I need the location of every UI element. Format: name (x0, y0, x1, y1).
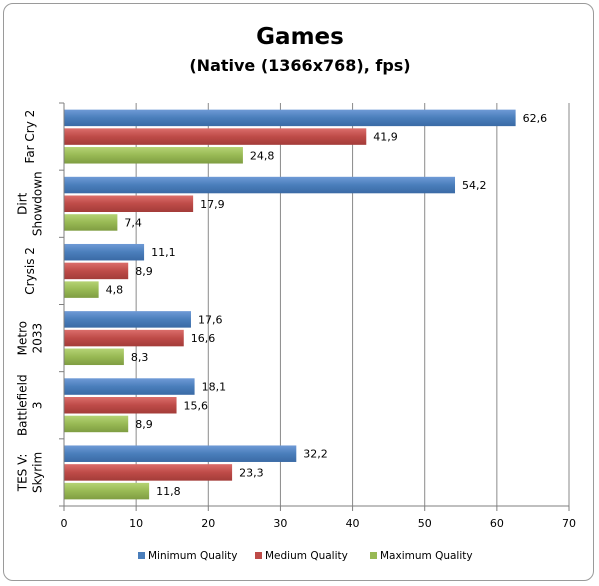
grid-lines (135, 103, 570, 506)
data-label: 4,8 (106, 284, 124, 297)
x-tick-label: 60 (490, 517, 504, 530)
bar (64, 378, 195, 395)
bar (64, 348, 124, 366)
bar (64, 147, 243, 164)
bar (64, 262, 129, 280)
x-tick-label: 40 (346, 517, 360, 530)
x-tick-label: 50 (418, 517, 432, 530)
category-label: Dirt (16, 192, 30, 215)
category-label: 3 (31, 401, 45, 409)
category-label: Battlefield (16, 374, 30, 436)
x-tick-label: 70 (562, 517, 576, 530)
data-label: 8,3 (131, 351, 149, 364)
bar (64, 281, 99, 298)
legend-swatch (255, 552, 262, 559)
chart-title: Games (256, 24, 344, 50)
category-label: Metro (16, 321, 30, 355)
chart-subtitle: (Native (1366x768), fps) (189, 56, 410, 75)
data-label: 54,2 (462, 179, 487, 192)
bar (64, 109, 516, 127)
legend: Minimum Quality Medium Quality Maximum Qua… (138, 550, 473, 562)
data-label: 17,9 (200, 198, 225, 211)
data-label: 8,9 (135, 265, 153, 278)
category-label: 2033 (31, 323, 45, 354)
bar (64, 311, 191, 328)
data-label: 23,3 (239, 466, 263, 479)
bar (64, 464, 233, 481)
x-tick-label: 0 (61, 517, 68, 530)
x-tick-label: 30 (273, 517, 287, 530)
data-label: 16,6 (191, 332, 216, 345)
category-label: Crysis 2 (23, 247, 37, 295)
legend-label: Medium Quality (265, 550, 348, 562)
data-label: 41,9 (373, 131, 398, 144)
data-label: 11,8 (156, 485, 181, 498)
axes: 0 10 20 30 40 50 60 70 Far Cry 2 Dirt Showdown Crys… (16, 102, 576, 530)
bar (64, 415, 129, 433)
bar (64, 397, 177, 414)
category-label: TES V: (16, 454, 30, 493)
x-tick-label: 10 (129, 517, 143, 530)
data-label: 15,6 (184, 399, 209, 412)
bar (64, 243, 145, 261)
data-label: 17,6 (198, 313, 223, 326)
data-label: 8,9 (135, 418, 153, 431)
x-tick-label: 20 (201, 517, 215, 530)
data-label: 18,1 (202, 381, 227, 394)
legend-swatch (370, 552, 377, 559)
legend-label: Maximum Quality (380, 550, 473, 562)
data-label: 24,8 (250, 149, 275, 162)
data-label: 11,1 (151, 246, 176, 259)
data-label: 32,2 (303, 448, 328, 461)
legend-label: Minimum Quality (148, 550, 238, 562)
bar (64, 445, 297, 462)
bar (64, 128, 367, 145)
bars: 62,6 41,9 24,8 54,2 17,9 7,4 11,1 8,9 4,8 17,6 16,… (64, 109, 548, 500)
data-label: 62,6 (523, 112, 548, 125)
bar (64, 214, 118, 231)
bar (64, 195, 194, 212)
bar (64, 482, 150, 500)
bar (64, 176, 456, 194)
category-label: Far Cry 2 (23, 110, 37, 164)
data-label: 7,4 (124, 216, 142, 229)
category-label: Showdown (31, 171, 45, 236)
bar (64, 329, 184, 347)
category-label: Skyrim (31, 452, 45, 493)
legend-swatch (138, 552, 145, 559)
